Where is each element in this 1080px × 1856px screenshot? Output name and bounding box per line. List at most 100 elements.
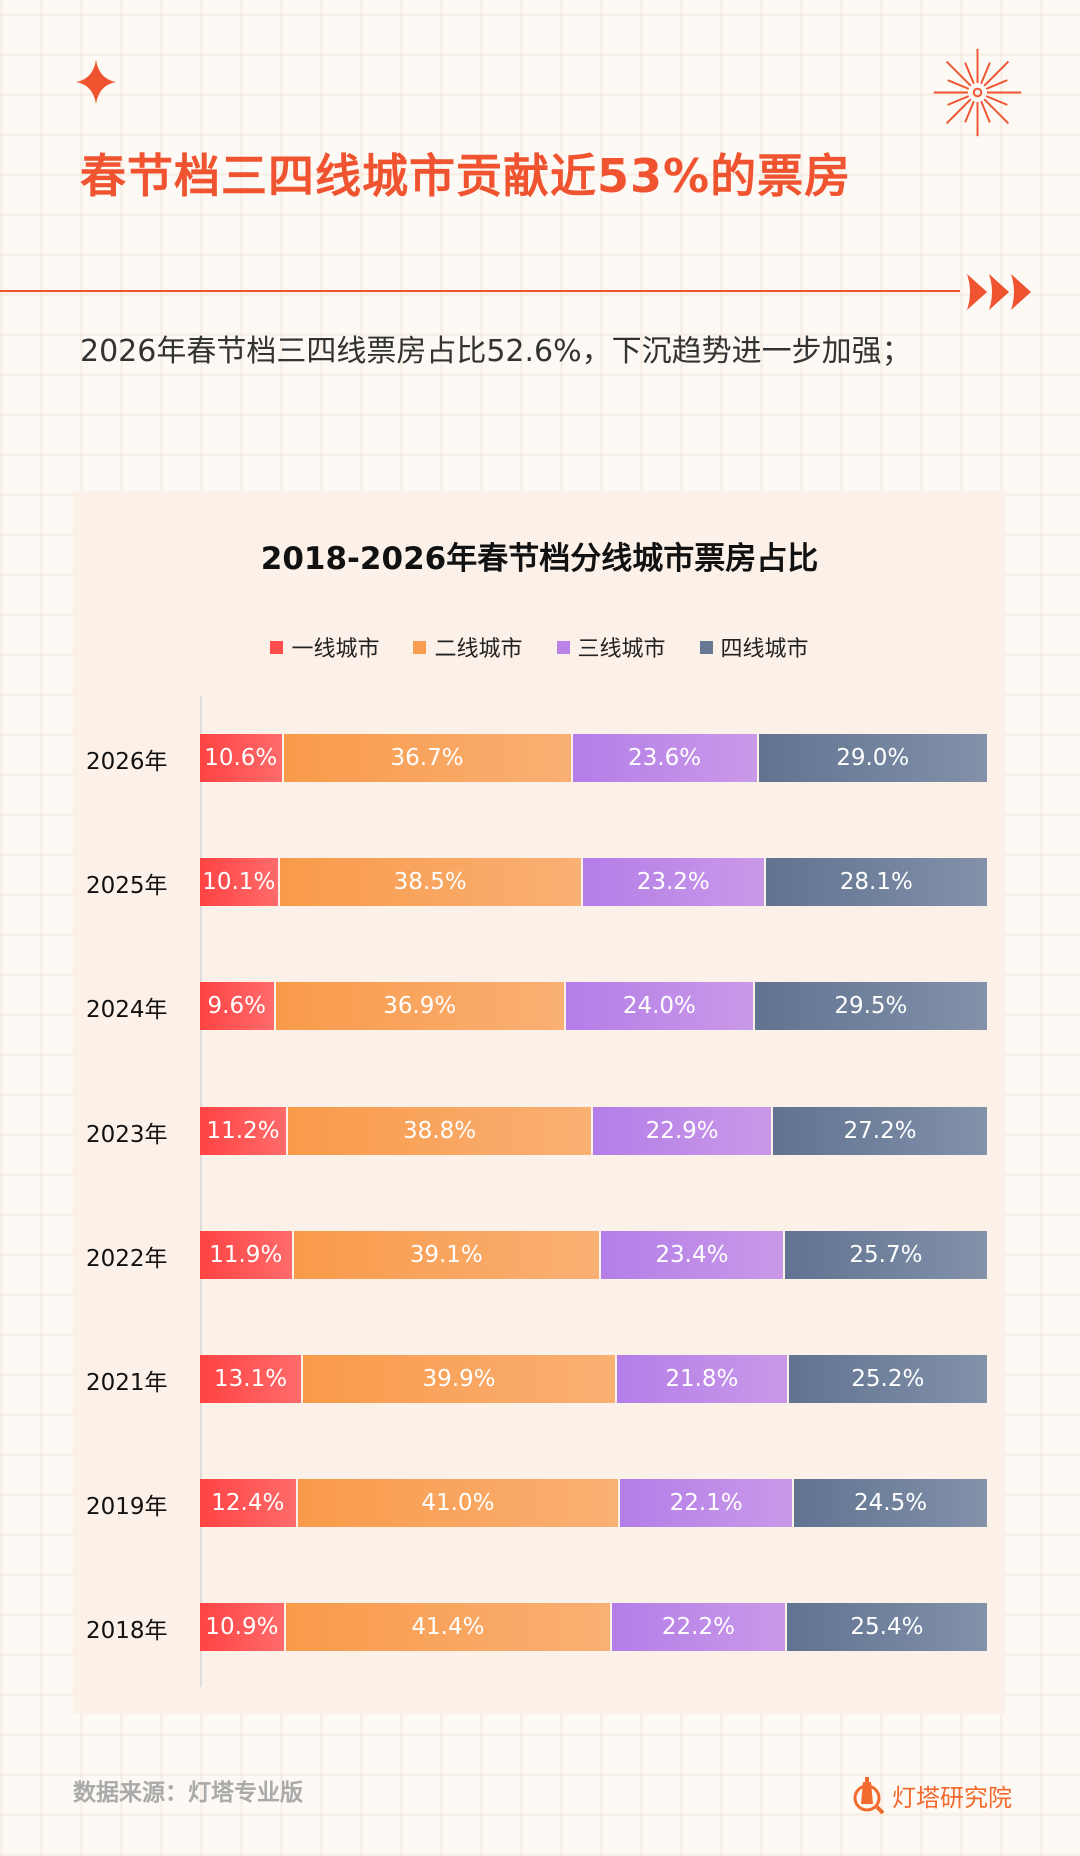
- data-label: 10.9%: [205, 1614, 279, 1641]
- bar-segment: 29.0%: [758, 734, 987, 782]
- bar-segment: 23.2%: [582, 858, 766, 907]
- bar-segment: 10.1%: [200, 858, 280, 907]
- sparkle-star-icon: [76, 60, 116, 104]
- data-label: 22.2%: [661, 1614, 735, 1641]
- legend-item: 一线城市: [270, 631, 379, 663]
- data-label: 25.4%: [850, 1614, 924, 1641]
- stacked-bar: 13.1% 39.9% 21.8% 25.2%: [200, 1355, 987, 1403]
- bar-segment: 10.9%: [200, 1603, 286, 1652]
- y-axis-line: [200, 696, 202, 1687]
- bar-segment: 23.6%: [572, 734, 759, 782]
- category-label: 2022年: [86, 1245, 168, 1272]
- data-source: 数据来源：灯塔专业版: [73, 1780, 303, 1806]
- bar-segment: 24.5%: [794, 1479, 987, 1528]
- chart-title: 2018-2026年春节档分线城市票房占比: [260, 541, 819, 577]
- bar-segment: 22.2%: [612, 1603, 787, 1652]
- bar-segment: 12.4%: [200, 1479, 298, 1528]
- data-label: 23.6%: [628, 745, 702, 771]
- brand-logo: 灯塔研究院: [850, 1776, 1012, 1814]
- bar-segment: 22.9%: [593, 1106, 774, 1155]
- bar-segment: 28.1%: [765, 858, 987, 907]
- data-label: 23.4%: [655, 1241, 729, 1268]
- subtitle: 2026年春节档三四线票房占比52.6%，下沉趋势进一步加强；: [80, 334, 912, 369]
- category-label: 2023年: [86, 1121, 168, 1148]
- page-title: 春节档三四线城市贡献近53%的票房: [80, 149, 852, 203]
- data-label: 36.7%: [390, 745, 464, 771]
- bar-segment: 22.1%: [620, 1479, 795, 1528]
- stacked-bar: 10.9% 41.4% 22.2% 25.4%: [200, 1603, 987, 1652]
- bar-row: 2024年 9.6% 36.9% 24.0% 29.5%: [73, 982, 1006, 1031]
- data-label: 29.5%: [834, 993, 908, 1020]
- bar-segment: 38.8%: [288, 1106, 594, 1155]
- bar-segment: 9.6%: [200, 982, 276, 1031]
- stacked-bar: 10.1% 38.5% 23.2% 28.1%: [200, 858, 987, 907]
- data-label: 12.4%: [211, 1490, 285, 1517]
- legend-swatch: [699, 640, 713, 654]
- data-label: 39.9%: [422, 1366, 496, 1392]
- divider-line: [0, 290, 960, 292]
- bar-row: 2026年 10.6% 36.7% 23.6% 29.0%: [73, 734, 1006, 782]
- bar-segment: 25.4%: [786, 1603, 987, 1652]
- category-label: 2021年: [86, 1370, 168, 1396]
- stacked-bar: 11.2% 38.8% 22.9% 27.2%: [200, 1106, 987, 1155]
- legend-label: 一线城市: [291, 637, 380, 662]
- category-label: 2024年: [86, 997, 168, 1024]
- data-label: 22.9%: [645, 1117, 719, 1144]
- category-label: 2026年: [86, 749, 168, 775]
- firework-icon: [933, 48, 1022, 137]
- bar-segment: 13.1%: [200, 1355, 304, 1403]
- bar-segment: 27.2%: [773, 1106, 987, 1155]
- bar-row: 2018年 10.9% 41.4% 22.2% 25.4%: [73, 1603, 1006, 1652]
- stacked-bar: 10.6% 36.7% 23.6% 29.0%: [200, 734, 987, 782]
- legend-swatch: [556, 640, 570, 654]
- data-label: 39.1%: [409, 1241, 483, 1268]
- lighthouse-logo-icon: [853, 1777, 885, 1814]
- chart-panel: 2018-2026年春节档分线城市票房占比 一线城市 二线城市 三线城市 四线城市 2…: [73, 491, 1006, 1714]
- stacked-bar: 12.4% 41.0% 22.1% 24.5%: [200, 1479, 987, 1528]
- bar-row: 2019年 12.4% 41.0% 22.1% 24.5%: [73, 1479, 1006, 1528]
- bar-segment: 25.2%: [788, 1355, 987, 1403]
- data-label: 22.1%: [669, 1490, 743, 1517]
- data-label: 25.7%: [849, 1241, 923, 1268]
- category-label: 2018年: [86, 1618, 168, 1645]
- legend-label: 四线城市: [720, 637, 809, 662]
- bar-segment: 36.9%: [275, 982, 566, 1031]
- data-label: 23.2%: [636, 869, 710, 896]
- data-label: 41.4%: [411, 1614, 485, 1641]
- data-label: 11.2%: [206, 1117, 280, 1144]
- legend-item: 四线城市: [699, 631, 809, 663]
- data-label: 28.1%: [839, 869, 913, 896]
- legend-item: 二线城市: [413, 631, 523, 663]
- bar-segment: 25.7%: [784, 1230, 987, 1279]
- logo-text: 灯塔研究院: [892, 1783, 1012, 1812]
- bar-row: 2021年 13.1% 39.9% 21.8% 25.2%: [73, 1355, 1006, 1403]
- data-label: 9.6%: [207, 993, 266, 1020]
- bar-segment: 11.2%: [200, 1106, 289, 1155]
- category-label: 2025年: [86, 873, 168, 900]
- data-label: 27.2%: [843, 1117, 917, 1144]
- data-label: 10.1%: [202, 869, 276, 896]
- stacked-bar: 9.6% 36.9% 24.0% 29.5%: [200, 982, 987, 1031]
- legend-swatch: [270, 640, 284, 654]
- bar-segment: 11.9%: [200, 1230, 294, 1279]
- data-label: 24.5%: [854, 1490, 928, 1517]
- bar-segment: 21.8%: [617, 1355, 789, 1403]
- data-label: 21.8%: [665, 1366, 739, 1392]
- bar-segment: 41.4%: [285, 1603, 612, 1652]
- legend-label: 二线城市: [434, 637, 523, 662]
- bar-segment: 23.4%: [600, 1230, 785, 1279]
- data-label: 11.9%: [209, 1241, 283, 1268]
- category-label: 2019年: [86, 1494, 168, 1521]
- bar-segment: 36.7%: [283, 734, 573, 782]
- data-label: 25.2%: [851, 1366, 925, 1392]
- bar-row: 2025年 10.1% 38.5% 23.2% 28.1%: [73, 858, 1006, 907]
- bar-row: 2022年 11.9% 39.1% 23.4% 25.7%: [73, 1230, 1006, 1279]
- stacked-bar: 11.9% 39.1% 23.4% 25.7%: [200, 1230, 987, 1279]
- bar-segment: 41.0%: [297, 1479, 621, 1528]
- legend-item: 三线城市: [556, 631, 666, 663]
- data-label: 13.1%: [214, 1366, 288, 1392]
- data-label: 29.0%: [836, 745, 910, 771]
- legend: 一线城市 二线城市 三线城市 四线城市: [73, 631, 1006, 663]
- triple-arrow-icon: [967, 274, 1031, 310]
- data-label: 38.5%: [393, 869, 467, 896]
